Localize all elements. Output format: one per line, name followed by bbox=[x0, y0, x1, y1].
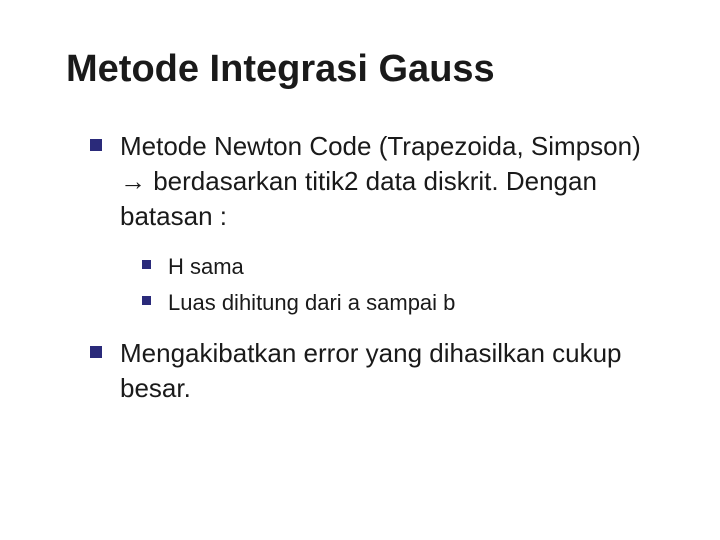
text-segment: berdasarkan titik2 data diskrit. Dengan … bbox=[120, 166, 597, 231]
bullet-list-level2: H sama Luas dihitung dari a sampai b bbox=[142, 252, 664, 317]
square-bullet-icon bbox=[142, 296, 151, 305]
square-bullet-icon bbox=[90, 346, 102, 358]
sub-bullet-item: Luas dihitung dari a sampai b bbox=[142, 288, 664, 318]
square-bullet-icon bbox=[90, 139, 102, 151]
square-bullet-icon bbox=[142, 260, 151, 269]
slide-title: Metode Integrasi Gauss bbox=[66, 48, 664, 91]
arrow-icon: → bbox=[120, 166, 146, 196]
sub-bullet-item: H sama bbox=[142, 252, 664, 282]
bullet-text: Mengakibatkan error yang dihasilkan cuku… bbox=[120, 336, 664, 406]
sub-bullet-text: Luas dihitung dari a sampai b bbox=[168, 288, 664, 318]
sub-bullet-text: H sama bbox=[168, 252, 664, 282]
bullet-list-level1: Metode Newton Code (Trapezoida, Simpson)… bbox=[90, 129, 664, 406]
bullet-item: Metode Newton Code (Trapezoida, Simpson)… bbox=[90, 129, 664, 318]
slide-container: Metode Integrasi Gauss Metode Newton Cod… bbox=[0, 0, 720, 540]
text-segment: Metode Newton Code (Trapezoida, Simpson) bbox=[120, 131, 641, 161]
bullet-item: Mengakibatkan error yang dihasilkan cuku… bbox=[90, 336, 664, 406]
bullet-text: Metode Newton Code (Trapezoida, Simpson)… bbox=[120, 129, 664, 234]
